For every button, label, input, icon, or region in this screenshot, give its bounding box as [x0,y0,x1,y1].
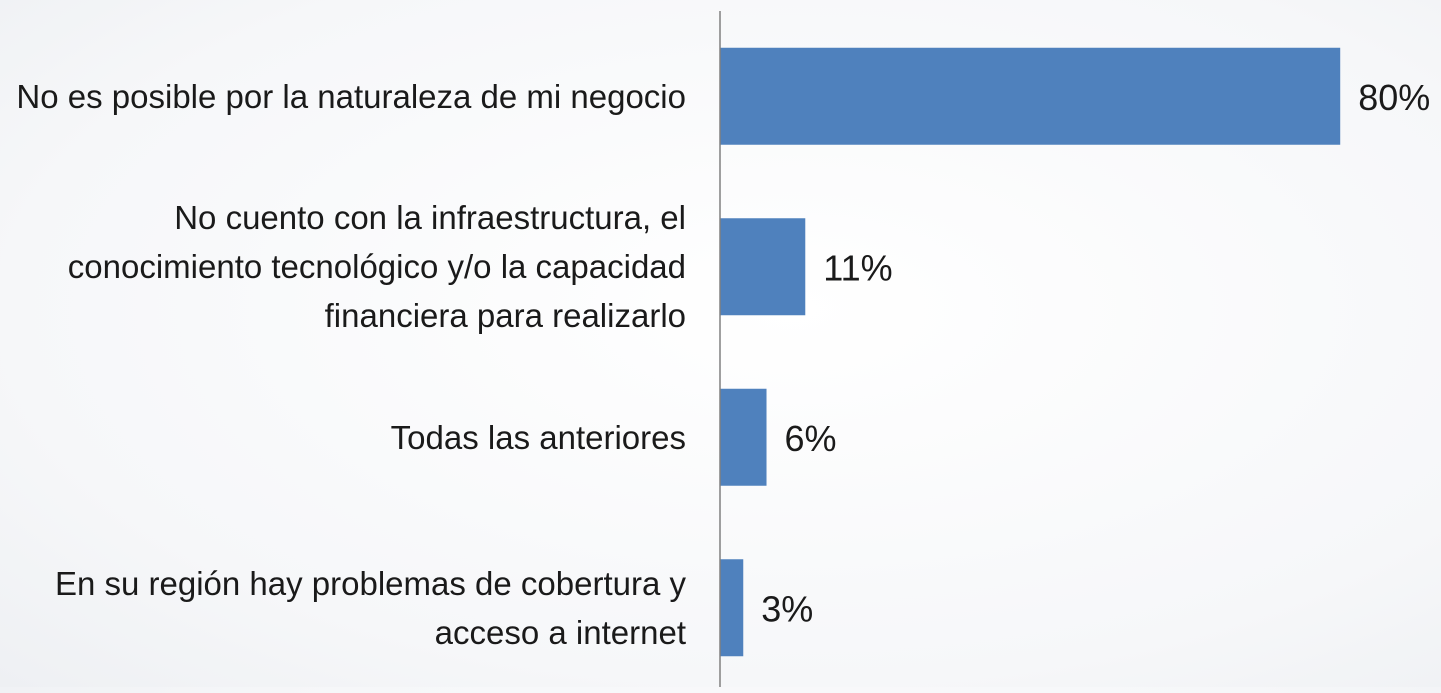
category-label-box: En su región hay problemas de cobertura … [4,523,686,693]
category-label-box: No cuento con la infraestructura, el con… [4,182,686,352]
bar [720,559,744,657]
category-label: No es posible por la naturaleza de mi ne… [16,77,686,115]
category-label: Todas las anteriores [390,418,686,456]
value-label: 11% [823,247,892,288]
category-label-box: Todas las anteriores [4,352,686,522]
bar [720,47,1341,145]
bar [720,388,767,486]
bar [720,218,806,316]
category-label: No cuento con la infraestructura, el con… [67,199,686,335]
category-label-box: No es posible por la naturaleza de mi ne… [4,11,686,181]
value-label: 3% [761,588,813,629]
value-label: 80% [1358,77,1430,118]
value-label: 6% [785,418,837,459]
category-label: En su región hay problemas de cobertura … [54,564,686,651]
